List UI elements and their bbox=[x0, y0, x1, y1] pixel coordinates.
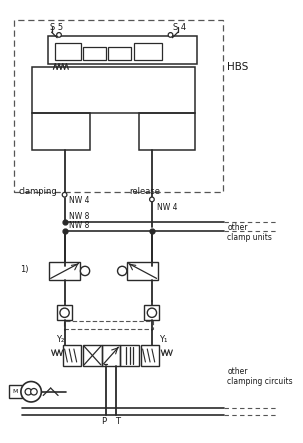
Text: NW 4: NW 4 bbox=[69, 196, 90, 205]
Text: NW 8: NW 8 bbox=[69, 212, 90, 221]
Circle shape bbox=[118, 266, 127, 276]
Text: other
clamp units: other clamp units bbox=[227, 223, 272, 242]
Bar bbox=[48, 36, 197, 64]
Text: NW 8: NW 8 bbox=[69, 221, 90, 230]
Text: clamping: clamping bbox=[18, 187, 57, 196]
Bar bbox=[102, 345, 120, 366]
Circle shape bbox=[150, 197, 154, 202]
Text: Y₁: Y₁ bbox=[159, 335, 168, 344]
Bar bbox=[32, 66, 195, 113]
Bar bbox=[145, 305, 159, 320]
Bar bbox=[64, 321, 153, 329]
Bar bbox=[120, 345, 139, 366]
Circle shape bbox=[21, 381, 41, 402]
Text: NW 4: NW 4 bbox=[158, 203, 178, 212]
Bar bbox=[127, 262, 158, 280]
Circle shape bbox=[147, 308, 157, 318]
Bar bbox=[49, 262, 80, 280]
Text: T: T bbox=[115, 417, 120, 426]
Circle shape bbox=[31, 389, 37, 395]
Bar bbox=[9, 385, 22, 398]
Bar bbox=[57, 305, 72, 320]
Circle shape bbox=[80, 266, 90, 276]
Bar bbox=[55, 43, 81, 60]
Text: M: M bbox=[13, 389, 18, 394]
Circle shape bbox=[60, 308, 69, 318]
Text: S 4: S 4 bbox=[173, 23, 186, 32]
Text: other
clamping circuits: other clamping circuits bbox=[227, 367, 293, 386]
Bar bbox=[141, 345, 159, 366]
Bar bbox=[83, 345, 102, 366]
Circle shape bbox=[168, 33, 173, 37]
Bar bbox=[15, 20, 222, 192]
Text: P: P bbox=[101, 417, 106, 426]
Text: 1): 1) bbox=[20, 264, 28, 274]
Bar bbox=[139, 113, 195, 150]
Circle shape bbox=[62, 192, 67, 197]
Bar bbox=[134, 43, 162, 60]
Bar bbox=[83, 47, 106, 60]
Bar bbox=[108, 47, 132, 60]
Bar bbox=[63, 345, 81, 366]
Circle shape bbox=[25, 389, 32, 395]
Text: S 5: S 5 bbox=[50, 23, 63, 32]
Text: release: release bbox=[130, 187, 161, 196]
Text: Y₂: Y₂ bbox=[56, 335, 65, 344]
Text: HBS: HBS bbox=[227, 62, 248, 71]
Bar bbox=[32, 113, 90, 150]
Circle shape bbox=[57, 33, 61, 37]
